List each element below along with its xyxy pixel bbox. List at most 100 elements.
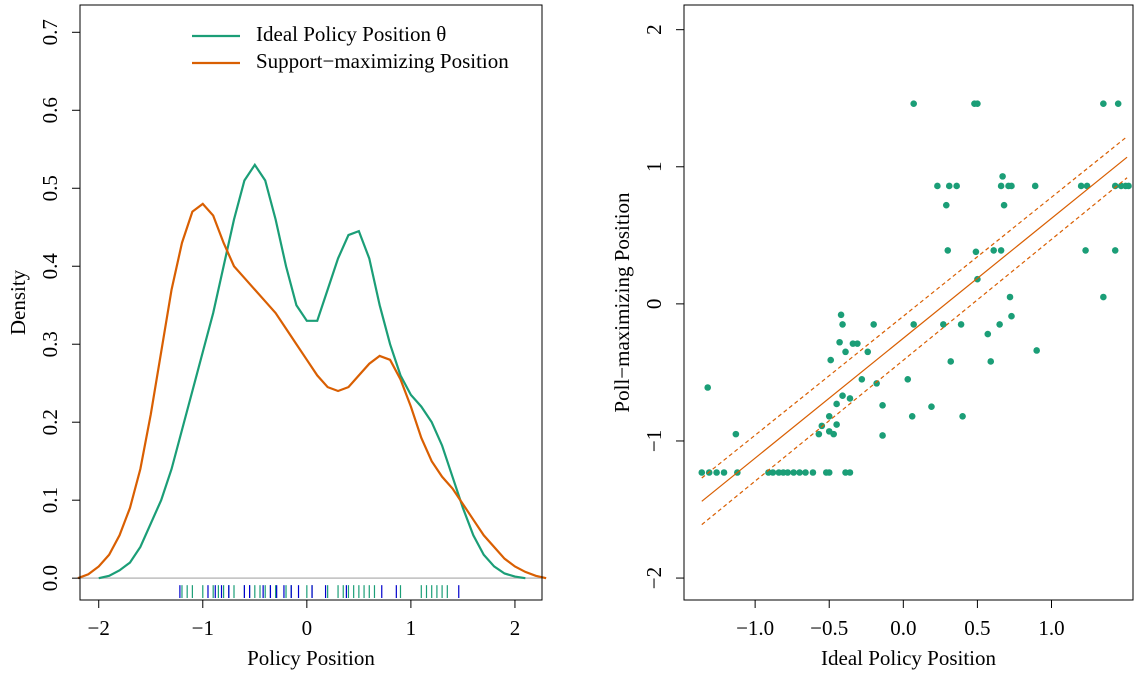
point — [945, 182, 953, 190]
x-tick-label: −0.5 — [810, 616, 848, 640]
point — [910, 100, 917, 108]
point — [959, 412, 966, 420]
y-tick-label: 0.5 — [38, 175, 62, 201]
point — [769, 469, 777, 476]
point — [1114, 100, 1122, 108]
point — [1008, 312, 1015, 320]
point — [854, 340, 861, 347]
y-tick-label: 0.2 — [38, 409, 62, 435]
y-axis-title: Density — [6, 269, 30, 335]
point — [1077, 182, 1085, 190]
point — [870, 321, 877, 328]
point — [720, 469, 728, 476]
point — [879, 402, 886, 409]
point — [784, 469, 792, 476]
point — [928, 403, 935, 410]
plot-frame — [79, 4, 543, 601]
point — [1000, 201, 1008, 209]
y-tick-label: 0.3 — [38, 331, 62, 357]
point — [957, 321, 965, 328]
y-tick-label: 0 — [642, 299, 666, 310]
point — [858, 375, 866, 383]
point — [972, 248, 980, 256]
point — [974, 100, 981, 108]
point — [1111, 247, 1119, 254]
point — [1033, 347, 1040, 354]
point — [944, 247, 952, 254]
x-axis-title: Policy Position — [247, 646, 375, 670]
plot-frame — [683, 4, 1134, 601]
point — [999, 173, 1006, 180]
point — [790, 469, 797, 476]
point — [818, 422, 826, 430]
y-tick-label: 0.7 — [38, 19, 62, 45]
y-tick-label: 1 — [642, 162, 666, 173]
point — [996, 321, 1003, 328]
point — [732, 430, 740, 438]
x-tick-label: −2 — [88, 616, 110, 640]
x-axis-title: Ideal Policy Position — [821, 646, 996, 670]
point — [953, 182, 960, 190]
legend-label: Ideal Policy Position θ — [256, 22, 446, 46]
point — [1125, 182, 1132, 190]
point — [947, 358, 955, 365]
point — [815, 430, 823, 438]
x-tick-label: 2 — [510, 616, 521, 640]
point — [846, 395, 854, 402]
point — [997, 247, 1005, 254]
point — [997, 182, 1005, 190]
point — [934, 182, 941, 190]
point — [825, 412, 833, 420]
point — [879, 432, 886, 439]
point — [873, 380, 880, 387]
point — [833, 421, 840, 428]
point — [839, 392, 846, 400]
point — [837, 311, 845, 319]
x-tick-label: −1.0 — [736, 616, 774, 640]
point — [1031, 182, 1039, 190]
point — [984, 330, 992, 338]
x-tick-label: 0.5 — [964, 616, 990, 640]
point — [809, 469, 817, 476]
point — [1100, 293, 1107, 301]
density-line — [98, 162, 526, 580]
y-tick-label: 0.0 — [38, 565, 62, 591]
y-tick-label: −2 — [642, 567, 666, 589]
point — [940, 321, 947, 328]
point — [1111, 182, 1119, 190]
point — [842, 348, 849, 356]
point — [864, 348, 872, 356]
point — [833, 400, 840, 408]
x-tick-label: 0.0 — [890, 616, 916, 640]
point — [698, 469, 706, 476]
y-tick-label: 0.1 — [38, 487, 62, 513]
point — [904, 375, 912, 383]
confidence-line — [701, 177, 1128, 526]
x-tick-label: 1.0 — [1038, 616, 1064, 640]
y-tick-label: 0.4 — [38, 253, 62, 280]
x-tick-label: 1 — [406, 616, 417, 640]
point — [827, 356, 835, 364]
point — [910, 321, 917, 328]
x-tick-label: −1 — [192, 616, 214, 640]
point — [942, 201, 950, 209]
point — [1006, 293, 1014, 301]
x-tick-label: 0 — [302, 616, 313, 640]
point — [908, 412, 916, 420]
point — [839, 321, 846, 328]
density-line — [77, 202, 547, 580]
point — [830, 430, 837, 438]
point — [990, 247, 998, 254]
y-tick-label: −1 — [642, 430, 666, 452]
point — [846, 469, 854, 476]
point — [796, 469, 803, 476]
point — [802, 469, 809, 476]
point — [1008, 182, 1015, 190]
y-tick-label: 2 — [642, 24, 666, 35]
legend-label: Support−maximizing Position — [256, 49, 509, 73]
point — [836, 338, 843, 346]
point — [704, 384, 712, 391]
y-tick-label: 0.6 — [38, 97, 62, 123]
